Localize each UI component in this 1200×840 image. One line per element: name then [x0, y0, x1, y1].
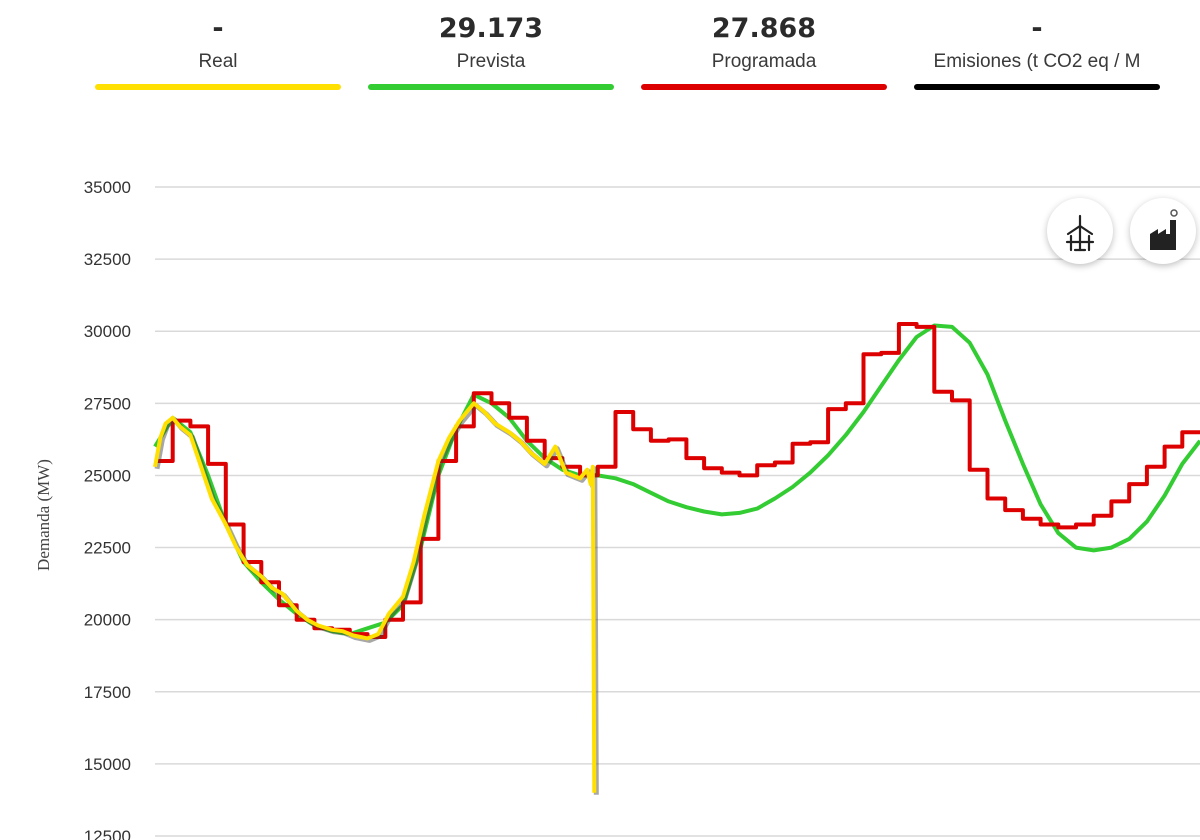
- y-tick-label: 25000: [84, 466, 131, 485]
- legend-label-programada: Programada: [711, 51, 817, 72]
- legend-item-real[interactable]: - Real: [95, 10, 341, 90]
- legend-label-prevista: Prevista: [456, 51, 526, 72]
- legend-item-emisiones[interactable]: - Emisiones (t CO2 eq / M: [914, 10, 1160, 90]
- legend-swatch-emisiones: [914, 84, 1160, 90]
- wind-generation-button[interactable]: [1047, 198, 1113, 264]
- y-tick-label: 15000: [84, 755, 131, 774]
- legend-item-prevista[interactable]: 29.173 Prevista: [368, 10, 614, 90]
- legend-swatch-real: [95, 84, 341, 90]
- legend-value-prevista: 29.173: [438, 13, 544, 44]
- legend-swatch-prevista: [368, 84, 614, 90]
- series-line-programada: [155, 322, 1200, 639]
- chart-gridlines: [155, 186, 1200, 837]
- y-tick-label: 30000: [84, 322, 131, 341]
- y-tick-label: 35000: [84, 178, 131, 197]
- legend-value-real: -: [212, 13, 224, 44]
- legend-value-emisiones: -: [1031, 13, 1043, 44]
- thermal-generation-button[interactable]: [1130, 198, 1196, 264]
- legend-label-real: Real: [198, 51, 238, 72]
- legend-value-programada: 27.868: [711, 13, 817, 44]
- y-axis: 35000 32500 30000 27500 25000 22500 20000 17500…: [84, 178, 131, 840]
- series-line-prevista: [153, 323, 1200, 637]
- y-tick-label: 12500: [84, 827, 131, 840]
- y-tick-label: 32500: [84, 250, 131, 269]
- y-tick-label: 17500: [84, 683, 131, 702]
- legend-swatch-programada: [641, 84, 887, 90]
- legend-label-emisiones: Emisiones (t CO2 eq / M: [933, 51, 1141, 72]
- y-tick-label: 27500: [84, 394, 131, 413]
- legend-item-programada[interactable]: 27.868 Programada: [641, 10, 887, 90]
- wind-turbine-icon: [1065, 214, 1095, 252]
- chart-series: [153, 322, 1200, 795]
- y-tick-label: 20000: [84, 611, 131, 630]
- factory-icon: [1150, 209, 1178, 250]
- y-tick-label: 22500: [84, 539, 131, 558]
- series-line-real: [153, 401, 597, 793]
- y-axis-label: Demanda (MW): [34, 459, 53, 571]
